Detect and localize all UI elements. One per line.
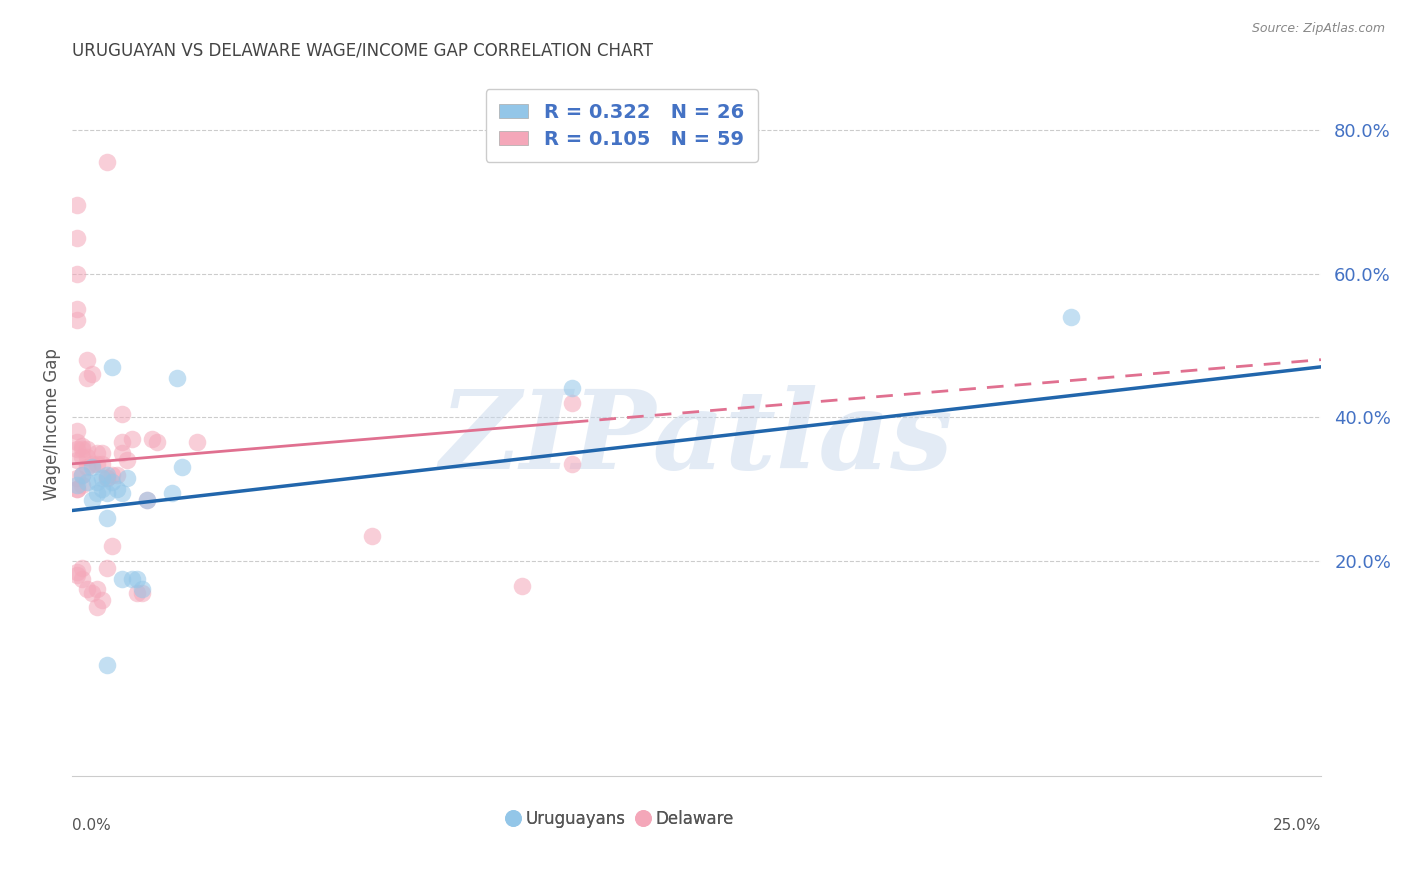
Text: ZIPatlas: ZIPatlas [440,384,953,492]
Point [66,471,89,485]
Point [66,230,89,244]
Point [96,510,118,524]
Point [66,482,89,496]
Point [86,485,108,500]
Text: 0.0%: 0.0% [72,819,111,833]
Point [186,435,208,450]
Point [82,586,104,600]
Point [136,492,159,507]
Point [91,482,114,496]
Point [111,485,134,500]
Point [96,561,118,575]
Point [91,471,114,485]
Point [70,478,93,492]
Point [86,457,108,471]
Point [561,381,583,395]
Point [66,425,89,439]
Point [66,453,89,467]
Point [66,478,89,492]
Point [82,492,104,507]
Text: Source: ZipAtlas.com: Source: ZipAtlas.com [1251,22,1385,36]
Point [66,313,89,327]
Point [96,155,118,169]
Point [561,396,583,410]
Point [115,453,138,467]
Point [1060,310,1083,324]
Point [76,442,98,457]
Point [66,442,89,457]
Point [136,492,159,507]
Point [91,593,114,607]
Point [127,572,149,586]
Point [86,446,108,460]
Point [111,407,134,421]
Legend: Uruguayans, Delaware: Uruguayans, Delaware [502,804,741,835]
Point [66,568,89,582]
Point [66,482,89,496]
Point [127,586,149,600]
Point [66,267,89,281]
Point [101,359,124,374]
Point [70,467,93,482]
Point [160,485,183,500]
Point [105,467,128,482]
Point [96,471,118,485]
Point [115,471,138,485]
Point [121,432,143,446]
Point [105,482,128,496]
Point [166,370,188,384]
Point [561,457,583,471]
Point [111,435,134,450]
Point [86,600,108,615]
Point [76,450,98,464]
Point [91,457,114,471]
Point [121,572,143,586]
Point [86,582,108,597]
Text: 25.0%: 25.0% [1272,819,1320,833]
Point [82,367,104,381]
Point [141,432,163,446]
Point [76,475,98,489]
Point [76,460,98,475]
Point [172,460,194,475]
Point [361,528,384,542]
Y-axis label: Wage/Income Gap: Wage/Income Gap [44,349,60,500]
Point [82,457,104,471]
Point [70,572,93,586]
Point [70,561,93,575]
Point [70,467,93,482]
Point [96,467,118,482]
Point [101,467,124,482]
Point [111,572,134,586]
Point [66,198,89,212]
Point [76,352,98,367]
Point [66,565,89,579]
Point [111,446,134,460]
Point [96,485,118,500]
Point [101,475,124,489]
Point [131,582,153,597]
Point [76,582,98,597]
Point [66,435,89,450]
Point [146,435,169,450]
Point [96,471,118,485]
Point [101,540,124,554]
Point [82,460,104,475]
Point [70,450,93,464]
Text: URUGUAYAN VS DELAWARE WAGE/INCOME GAP CORRELATION CHART: URUGUAYAN VS DELAWARE WAGE/INCOME GAP CO… [72,42,654,60]
Point [91,446,114,460]
Point [76,370,98,384]
Point [510,579,533,593]
Point [70,439,93,453]
Point [86,475,108,489]
Point [70,442,93,457]
Point [96,657,118,672]
Point [66,302,89,317]
Point [131,586,153,600]
